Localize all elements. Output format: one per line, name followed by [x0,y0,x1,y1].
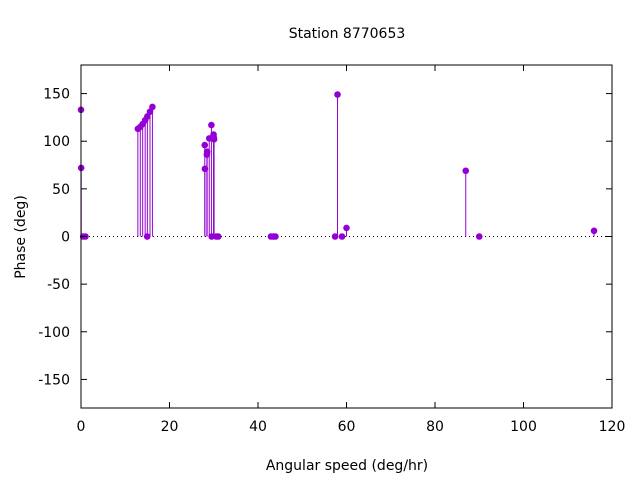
data-point [343,224,350,232]
y-tick-label: 100 [43,134,70,150]
y-tick-label: -50 [47,277,70,293]
y-tick-label: 50 [52,182,70,198]
y-tick-label: -100 [38,325,70,341]
data-point [462,167,470,175]
data-point [208,233,215,240]
data-point [210,136,218,143]
x-axis-label: Angular speed (deg/hr) [266,458,428,474]
data-point [338,233,346,240]
data-point [590,227,598,235]
x-tick-label: 100 [510,419,537,435]
x-tick-label: 0 [77,419,86,435]
data-point [334,91,341,98]
x-tick-label: 20 [161,419,179,435]
y-axis-label: Phase (deg) [13,195,29,279]
y-tick-label: 0 [61,230,70,246]
data-point [214,233,222,240]
chart-title: Station 8770653 [289,26,406,42]
x-tick-label: 120 [599,419,626,435]
data-point [272,233,279,240]
data-point [143,233,151,240]
y-tick-label: 150 [43,87,70,103]
plot-frame [80,64,613,409]
x-tick-label: 60 [338,419,356,435]
data-point [475,233,483,240]
x-tick-label: 40 [249,419,267,435]
data-point [201,141,209,149]
data-point [203,148,211,156]
x-tick-label: 80 [426,419,444,435]
y-tick-label: -150 [38,372,70,388]
data-point [208,121,215,129]
data-point [331,233,339,240]
data-point [201,165,209,173]
data-point [149,103,156,111]
